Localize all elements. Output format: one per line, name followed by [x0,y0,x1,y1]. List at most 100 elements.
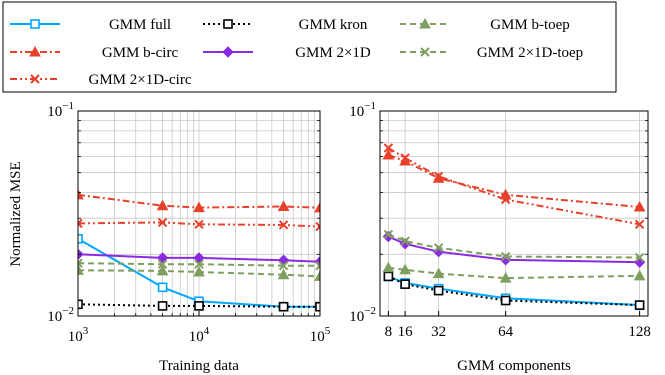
series-gmm-2x1d-toep [78,258,320,271]
legend-entry-gmm-2x1d-circ: GMM 2×1D-circ [10,72,192,88]
series-lines-left [78,188,320,312]
legend-label: GMM b-toep [490,17,570,33]
data-point [193,201,205,213]
series-gmm-full [383,271,645,310]
data-point [194,301,204,311]
data-point [433,243,444,253]
data-point [400,279,410,289]
data-point [634,219,645,230]
data-point [383,271,394,282]
series-line [388,235,640,264]
x-tick-label: 16 [398,324,414,340]
data-point [78,258,83,268]
data-point [78,188,84,200]
series-line [387,147,640,226]
data-point [194,219,204,230]
legend-label: GMM 2×1D [295,45,371,61]
data-point [400,153,410,163]
legend-entry-gmm-2x1d-toep: GMM 2×1D-toep [400,45,583,61]
data-point [314,201,320,213]
series-gmm-2x1d [382,230,646,268]
data-point [78,299,83,310]
x-tick-label: 105 [310,325,331,345]
data-point [634,300,645,310]
data-point [193,265,205,277]
data-point [157,259,168,269]
legend-entry-gmm-kron: GMM kron [203,17,368,33]
data-point [500,251,511,262]
legend-label: GMM full [109,17,171,33]
x-axis-label-right: GMM components [457,358,571,374]
legend-entry-gmm-2x1d: GMM 2×1D [203,45,371,61]
legend-swatch-marker [223,19,233,29]
series-gmm-b-toep [78,264,320,281]
data-point [157,301,168,311]
data-point [315,301,320,312]
y-axis-label: Normalized MSE [8,161,24,266]
series-gmm-2x1d-circ [78,217,320,232]
x-tick-label: 64 [498,324,514,340]
legend-label: GMM b-circ [102,45,179,61]
legend: GMM full GMM kron GMM b-toep GMM b-circ GMM … [2,1,617,93]
data-point [78,264,84,275]
chart-left: 103 104 105 10−1 10−2 Normalized MSE Trainin… [8,100,331,374]
legend-swatch-marker [419,17,431,29]
plot-frame-right [379,110,649,317]
y-tick-label: 10−2 [47,305,74,325]
legend-swatch-marker [30,19,40,29]
data-point [633,269,646,281]
series-lines-right [382,143,646,310]
x-tick-label: 32 [431,324,446,340]
legend-label: GMM 2×1D-toep [477,45,583,61]
grid-left [77,111,321,316]
legend-swatch-marker [222,46,234,58]
data-point [400,236,410,246]
legend-entry-gmm-b-toep: GMM b-toep [400,17,570,33]
series-gmm-kron [383,271,645,310]
data-point [277,200,290,212]
legend-label: GMM 2×1D-circ [88,72,191,88]
data-point [399,263,411,275]
x-tick-label: 128 [628,324,651,340]
data-point [157,217,168,228]
data-point [156,199,169,211]
data-point [382,261,395,273]
legend-box [2,1,617,93]
legend-swatch-marker [420,47,430,57]
legend-label: GMM kron [299,17,368,33]
x-tick-label: 103 [68,325,89,345]
legend-items: GMM full GMM kron GMM b-toep GMM b-circ GMM … [10,17,583,88]
data-point [78,234,83,244]
series-gmm-2x1d-toep [383,229,645,263]
y-tick-label: 10−2 [349,305,376,325]
data-point [634,252,645,263]
series-gmm-b-toep [382,261,646,283]
data-point [194,259,204,269]
data-point [383,229,394,240]
data-point [383,143,394,153]
x-tick-label: 8 [385,324,393,340]
data-point [277,268,290,280]
ticks-left: 103 104 105 10−1 10−2 [47,100,330,345]
series-line [388,266,640,280]
series-gmm-b-circ [78,188,320,213]
series-gmm-b-circ [382,148,646,212]
series-gmm-2x1d-circ [383,143,645,230]
legend-swatch-marker [30,74,40,84]
ticks-right: 8 16 32 64 128 10−1 10−2 [349,100,651,340]
legend-entry-gmm-full: GMM full [10,17,171,33]
y-tick-label: 10−1 [349,100,376,120]
data-point [315,260,320,271]
legend-entry-gmm-b-circ: GMM b-circ [10,45,178,61]
series-gmm-kron [78,299,320,312]
data-point [156,264,169,276]
series-line [388,275,640,307]
data-point [157,282,168,293]
data-point [382,148,395,160]
data-point [433,285,444,296]
x-tick-label: 104 [189,325,210,345]
data-point [277,254,290,266]
y-tick-label: 10−1 [47,100,74,120]
data-point [278,301,289,312]
